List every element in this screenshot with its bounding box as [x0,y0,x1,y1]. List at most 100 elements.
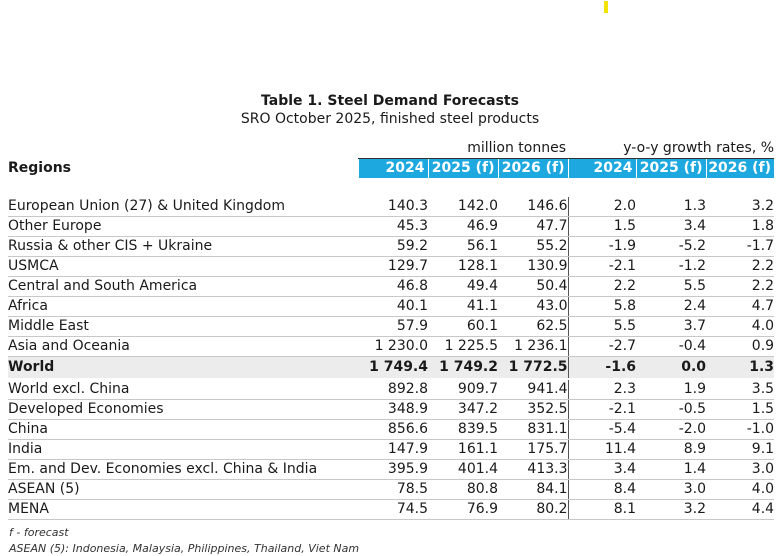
table-row: Russia & other CIS + Ukraine 59.2 56.1 55.2… [8,236,775,257]
tonnes-cell: 84.1 [498,479,569,500]
tonnes-cell: 49.4 [428,276,498,297]
tonnes-cell: 347.2 [428,399,498,420]
growth-cell: 3.0 [706,459,775,480]
tonnes-cell: 909.7 [428,379,498,400]
growth-cell: 8.9 [636,439,707,460]
tonnes-cell: 352.5 [498,399,569,420]
tonnes-cell: 128.1 [428,256,498,277]
footnote-asean: ASEAN (5): Indonesia, Malaysia, Philippi… [9,542,360,555]
growth-cell: 0.0 [636,356,707,380]
tonnes-cell: 50.4 [498,276,569,297]
growth-cell: 4.7 [706,296,775,317]
growth-cell: 2.2 [706,256,775,277]
growth-cell: -1.9 [567,236,637,257]
growth-cell: 3.5 [706,379,775,400]
tonnes-cell: 1 749.4 [358,356,428,380]
growth-cell: 1.5 [567,216,637,237]
tonnes-cell: 41.1 [428,296,498,317]
growth-cell: 4.0 [706,316,775,337]
row-gap [8,178,774,197]
growth-cell: -2.0 [636,419,707,440]
region-label: World [8,356,358,380]
growth-cell: 3.2 [706,197,775,217]
growth-cell: -0.5 [636,399,707,420]
region-label: China [8,419,358,440]
tonnes-cell: 78.5 [358,479,428,500]
table-row: Asia and Oceania 1 230.0 1 225.5 1 236.1 -2.… [8,336,775,357]
growth-cell: -0.4 [636,336,707,357]
tonnes-cell: 57.9 [358,316,428,337]
tonnes-cell: 395.9 [358,459,428,480]
group-header-million-tonnes: million tonnes [358,139,569,159]
table-row: Developed Economies 348.9 347.2 352.5 -2.1 -0… [8,399,775,420]
tonnes-cell: 401.4 [428,459,498,480]
region-label: Africa [8,296,358,317]
tonnes-cell: 45.3 [358,216,428,237]
tonnes-cell: 941.4 [498,379,569,400]
tonnes-cell: 130.9 [498,256,569,277]
region-label: ASEAN (5) [8,479,358,500]
yellow-cursor-mark [604,1,608,13]
growth-cell: -1.6 [567,356,637,380]
tonnes-cell: 348.9 [358,399,428,420]
column-header-year: 2026 (f) [497,158,569,178]
growth-cell: 0.9 [706,336,775,357]
tonnes-cell: 146.6 [498,197,569,217]
table-row: Other Europe 45.3 46.9 47.7 1.5 3.4 1.8 [8,216,775,237]
region-label: Central and South America [8,276,358,297]
column-header-row: Regions 2024 2025 (f) 2026 (f) 2024 2025… [8,158,775,178]
tonnes-cell: 43.0 [498,296,569,317]
region-label: European Union (27) & United Kingdom [8,197,358,217]
table-row: China 856.6 839.5 831.1 -5.4 -2.0 -1.0 [8,419,775,440]
table-subtitle: SRO October 2025, finished steel product… [240,111,540,127]
tonnes-cell: 161.1 [428,439,498,460]
tonnes-cell: 46.9 [428,216,498,237]
tonnes-cell: 80.2 [498,499,569,520]
region-label: USMCA [8,256,358,277]
world-total-row: World 1 749.4 1 749.2 1 772.5 -1.6 0.0 1.3 [8,356,775,380]
column-header-year: 2025 (f) [427,158,498,178]
growth-cell: 8.4 [567,479,637,500]
growth-cell: 1.5 [706,399,775,420]
tonnes-cell: 142.0 [428,197,498,217]
column-header-regions: Regions [8,159,72,176]
tonnes-cell: 1 772.5 [498,356,569,380]
growth-cell: -2.1 [567,256,637,277]
growth-cell: 3.4 [567,459,637,480]
region-label: World excl. China [8,379,358,400]
tonnes-cell: 60.1 [428,316,498,337]
tonnes-cell: 147.9 [358,439,428,460]
growth-cell: 4.4 [706,499,775,520]
region-label: Middle East [8,316,358,337]
tonnes-cell: 175.7 [498,439,569,460]
tonnes-cell: 56.1 [428,236,498,257]
growth-cell: 1.3 [636,197,707,217]
growth-cell: 11.4 [567,439,637,460]
growth-cell: 1.9 [636,379,707,400]
growth-cell: -5.2 [636,236,707,257]
tonnes-cell: 1 749.2 [428,356,498,380]
table-row: USMCA 129.7 128.1 130.9 -2.1 -1.2 2.2 [8,256,775,277]
tonnes-cell: 62.5 [498,316,569,337]
growth-cell: 2.3 [567,379,637,400]
tonnes-cell: 76.9 [428,499,498,520]
growth-cell: 4.0 [706,479,775,500]
column-header-year: 2025 (f) [635,158,707,178]
growth-cell: 5.8 [567,296,637,317]
growth-cell: 3.0 [636,479,707,500]
tonnes-cell: 129.7 [358,256,428,277]
table-row: World excl. China 892.8 909.7 941.4 2.3 1.9 3.… [8,379,775,400]
group-header-row: million tonnes y-o-y growth rates, % [8,139,775,159]
column-header-year: 2024 [567,158,637,178]
table-title: Table 1. Steel Demand Forecasts [261,93,519,109]
column-header-year: 2024 [357,158,428,178]
growth-cell: 2.4 [636,296,707,317]
tonnes-cell: 80.8 [428,479,498,500]
growth-cell: -2.7 [567,336,637,357]
table-row: Africa 40.1 41.1 43.0 5.8 2.4 4.7 [8,296,775,317]
table-body: European Union (27) & United Kingdom 140.… [8,178,775,520]
tonnes-cell: 74.5 [358,499,428,520]
tonnes-cell: 1 230.0 [358,336,428,357]
region-label: Other Europe [8,216,358,237]
group-header-growth-rates: y-o-y growth rates, % [568,139,775,159]
